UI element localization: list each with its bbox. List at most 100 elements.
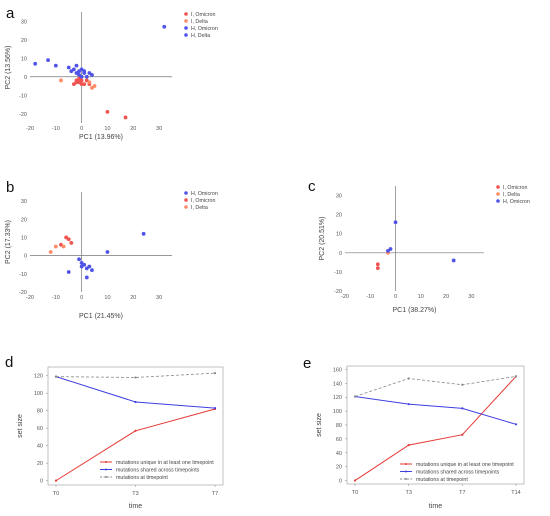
series-point bbox=[54, 375, 58, 378]
x-tick-label: -10 bbox=[366, 294, 374, 300]
legend-label: I, Omicron bbox=[191, 12, 215, 18]
legend-label: I, Delta bbox=[503, 192, 520, 198]
y-tick-label: 20 bbox=[37, 461, 43, 467]
scatter-point-h-omicron bbox=[79, 264, 84, 269]
y-tick-label: 0 bbox=[339, 251, 342, 257]
x-tick-label: T0 bbox=[53, 491, 59, 497]
legend-marker bbox=[405, 470, 407, 473]
series-line bbox=[55, 372, 216, 378]
x-tick-label: 20 bbox=[130, 126, 136, 132]
series-point bbox=[461, 383, 464, 386]
scatter-point-h-delta bbox=[69, 69, 74, 74]
y-tick-label: 10 bbox=[336, 232, 342, 238]
scatter-point-h-delta bbox=[66, 65, 71, 70]
legend-label: H, Omicron bbox=[191, 191, 218, 197]
y-axis-label: PC2 (13.56%) bbox=[5, 46, 12, 90]
scatter-point-h-omicron bbox=[388, 247, 393, 251]
scatter-point-h-delta bbox=[46, 58, 50, 62]
legend-marker bbox=[496, 185, 500, 189]
y-tick-label: -10 bbox=[19, 93, 27, 99]
scatter-point-h-omicron bbox=[79, 74, 84, 79]
y-tick-label: -10 bbox=[19, 272, 27, 278]
scatter-point-h-omicron bbox=[87, 264, 92, 269]
legend-marker bbox=[184, 33, 188, 37]
y-tick-label: 120 bbox=[34, 374, 43, 380]
scatter-point-i-omicron bbox=[105, 110, 110, 114]
y-tick-label: 0 bbox=[339, 479, 342, 485]
series-point bbox=[407, 403, 410, 406]
scatter-point-i-omicron bbox=[375, 262, 380, 267]
scatter-point-i-omicron bbox=[74, 80, 79, 85]
series-point bbox=[353, 395, 357, 398]
x-axis-label: PC1 (13.96%) bbox=[79, 134, 123, 141]
y-tick-label: 40 bbox=[37, 444, 43, 450]
x-tick-label: T7 bbox=[212, 491, 218, 497]
scatter-point-i-delta bbox=[53, 244, 58, 249]
x-tick-label: 0 bbox=[80, 126, 83, 132]
legend-label: I, Omicron bbox=[191, 198, 215, 204]
legend-marker bbox=[405, 463, 407, 465]
y-tick-label: 40 bbox=[336, 451, 342, 457]
y-tick-label: 0 bbox=[40, 479, 43, 485]
y-tick-label: 60 bbox=[37, 426, 43, 432]
legend-marker bbox=[184, 198, 188, 202]
y-tick-label: 30 bbox=[21, 19, 27, 25]
y-tick-label: -10 bbox=[334, 270, 342, 276]
y-tick-label: 30 bbox=[21, 199, 27, 205]
x-tick-label: T3 bbox=[132, 491, 138, 497]
chart-panel-e: e T0 T3 T7 T14 0 20 40 60 80 100 120 140 160 time set s… bbox=[303, 355, 525, 510]
y-tick-label: 120 bbox=[333, 395, 342, 401]
scatter-point-h-omicron bbox=[451, 258, 456, 263]
panel-letter-a: a bbox=[6, 5, 15, 22]
series-point bbox=[407, 377, 410, 380]
y-tick-label: 160 bbox=[333, 367, 342, 373]
legend-marker bbox=[184, 12, 188, 16]
scatter-point-h-omicron bbox=[162, 24, 167, 29]
legend-label: mutations at timepoint bbox=[116, 475, 168, 481]
legend-label: mutations shared across timepoints bbox=[116, 468, 200, 474]
y-axis-label: PC2 (20.51%) bbox=[319, 217, 326, 261]
series-line bbox=[55, 376, 216, 409]
y-tick-label: 20 bbox=[336, 465, 342, 471]
x-tick-label: 30 bbox=[156, 126, 162, 132]
y-tick-label: 0 bbox=[24, 75, 27, 81]
y-tick-label: 20 bbox=[21, 38, 27, 44]
legend-label: mutations shared across timepoints bbox=[416, 470, 500, 476]
legend-label: mutations unique in at least one timepoi… bbox=[116, 460, 214, 466]
scatter-point-i-delta bbox=[90, 85, 94, 90]
x-tick-label: 20 bbox=[443, 294, 449, 300]
series-point bbox=[353, 479, 357, 482]
x-tick-label: -20 bbox=[341, 294, 349, 300]
chart-panel-c: c -20 -10 0 10 20 30 -20 -10 0 10 20 30 PC1 (38.27%) P… bbox=[308, 178, 530, 314]
legend-marker bbox=[184, 205, 188, 209]
scatter-point-h-omicron bbox=[105, 250, 110, 254]
scatter-point-i-omicron bbox=[79, 78, 84, 83]
legend-marker bbox=[184, 26, 188, 30]
scatter-point-i-omicron bbox=[123, 115, 128, 120]
y-tick-label: 20 bbox=[21, 217, 27, 223]
x-tick-label: -20 bbox=[26, 295, 34, 301]
legend-marker bbox=[496, 192, 500, 196]
series-line bbox=[354, 396, 517, 425]
legend-marker bbox=[105, 461, 107, 463]
x-tick-label: T3 bbox=[405, 490, 411, 496]
scatter-point-i-omicron bbox=[66, 237, 71, 242]
series-point bbox=[407, 444, 410, 447]
scatter-point-h-delta bbox=[53, 63, 58, 68]
y-tick-label: -20 bbox=[334, 289, 342, 295]
x-tick-label: T7 bbox=[459, 490, 465, 496]
x-tick-label: 0 bbox=[394, 294, 397, 300]
x-axis-label: time bbox=[429, 503, 442, 510]
x-tick-label: 30 bbox=[156, 295, 162, 301]
y-tick-label: 140 bbox=[333, 381, 342, 387]
series-point bbox=[461, 407, 464, 410]
y-tick-label: -20 bbox=[19, 112, 27, 118]
scatter-point-h-delta bbox=[33, 61, 38, 66]
x-tick-label: 30 bbox=[468, 294, 474, 300]
legend-marker bbox=[496, 199, 500, 203]
series-point bbox=[514, 375, 518, 378]
scatter-point-h-omicron bbox=[84, 74, 89, 79]
y-tick-label: 80 bbox=[37, 409, 43, 415]
legend-label: I, Delta bbox=[191, 19, 208, 25]
legend-label: H, Delta bbox=[191, 33, 210, 39]
